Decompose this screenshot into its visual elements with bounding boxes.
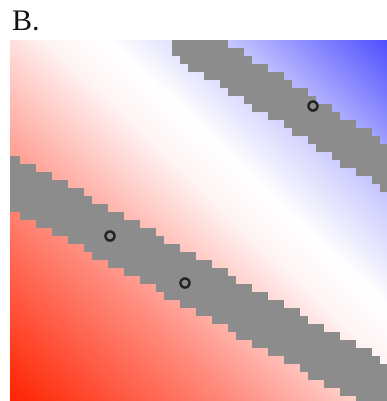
panel-label: B. [12, 4, 40, 37]
upper-band [172, 40, 387, 192]
heatmap-svg [10, 40, 387, 401]
lower-band [10, 156, 387, 401]
band-markers [104, 100, 319, 289]
heatmap-plot [10, 40, 387, 401]
lower-band-marker [104, 230, 116, 242]
upper-band-marker [307, 100, 319, 112]
contour-bands [10, 40, 387, 401]
lower-band-marker [179, 277, 191, 289]
